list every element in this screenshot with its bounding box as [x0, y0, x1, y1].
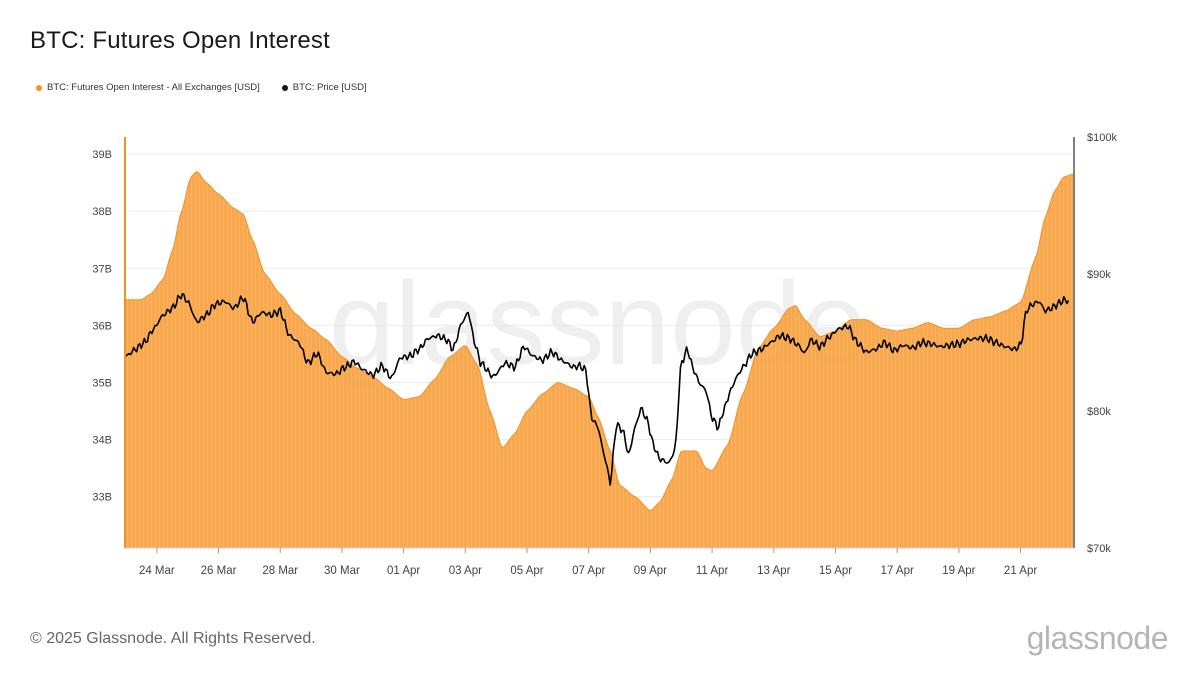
chart-title: BTC: Futures Open Interest	[30, 27, 330, 54]
x-tick-label: 13 Apr	[757, 565, 790, 577]
x-tick-label: 07 Apr	[572, 565, 605, 577]
footer-copyright: © 2025 Glassnode. All Rights Reserved.	[30, 630, 316, 647]
legend-item-price[interactable]: BTC: Price [USD]	[281, 82, 367, 93]
price-line	[125, 292, 1070, 486]
oi-area-edge	[126, 171, 1074, 511]
legend-item-oi[interactable]: BTC: Futures Open Interest - All Exchang…	[36, 82, 260, 93]
x-tick-label: 03 Apr	[449, 565, 482, 577]
y-left-tick-label: 39B	[92, 149, 112, 161]
x-tick-label: 05 Apr	[510, 565, 543, 577]
footer-logo[interactable]: glassnode	[1026, 620, 1169, 656]
y-left-tick-label: 34B	[92, 435, 112, 447]
x-tick-label: 11 Apr	[696, 565, 729, 577]
x-tick-label: 01 Apr	[387, 565, 420, 577]
x-tick-label: 09 Apr	[634, 565, 667, 577]
legend-price-dot-icon	[281, 84, 288, 91]
x-tick-label: 19 Apr	[942, 565, 975, 577]
y-right-tick-label: $70k	[1087, 543, 1111, 555]
x-tick-label: 17 Apr	[881, 565, 914, 577]
legend: BTC: Futures Open Interest - All Exchang…	[36, 82, 367, 93]
legend-oi-label: BTC: Futures Open Interest - All Exchang…	[47, 82, 260, 93]
x-tick-label: 21 Apr	[1004, 565, 1037, 577]
y-right-tick-label: $80k	[1087, 406, 1111, 418]
x-tick-label: 30 Mar	[324, 565, 360, 577]
oi-area-series	[126, 171, 1074, 548]
y-right-tick-label: $90k	[1087, 269, 1111, 281]
axes: 33B 34B 35B 36B 37B 38B 39B $70k $80k $90k $100k 24…	[92, 132, 1117, 577]
x-tick-label: 24 Mar	[139, 565, 175, 577]
y-left-tick-label: 36B	[92, 320, 112, 332]
y-left-tick-label: 37B	[92, 263, 112, 275]
legend-price-label: BTC: Price [USD]	[292, 82, 367, 93]
x-tick-label: 28 Mar	[262, 565, 298, 577]
x-tick-label: 15 Apr	[819, 565, 852, 577]
y-left-tick-label: 35B	[92, 377, 112, 389]
x-tick-label: 26 Mar	[201, 565, 237, 577]
oi-area-texture	[126, 171, 1073, 548]
y-left-tick-label: 33B	[92, 492, 112, 504]
y-left-tick-label: 38B	[92, 206, 112, 218]
price-line-series	[125, 292, 1070, 486]
legend-oi-dot-icon	[36, 84, 42, 91]
y-right-tick-label: $100k	[1087, 132, 1117, 144]
